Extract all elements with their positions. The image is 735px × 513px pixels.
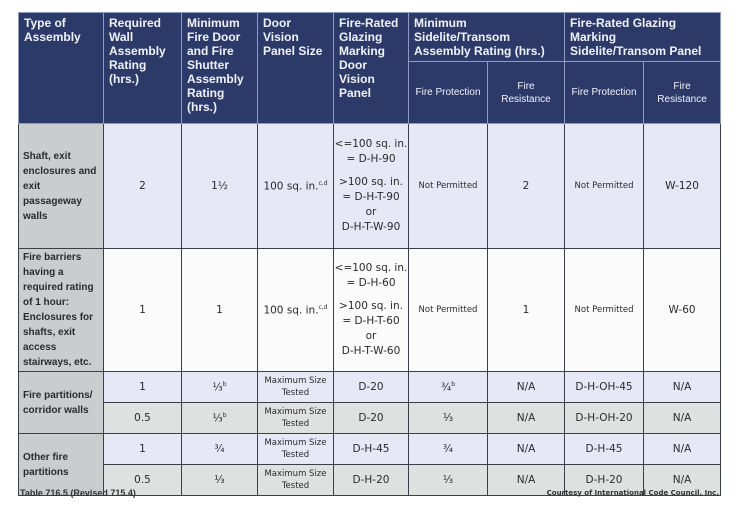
- wall-cell: 1: [103, 371, 182, 403]
- wall-cell: 1: [103, 248, 182, 372]
- marking-fr-cell: W-120: [643, 123, 722, 249]
- subheader-fire-protection: Fire Protection: [408, 61, 488, 124]
- sidelite-fp-cell: ¾: [408, 433, 488, 465]
- vision-cell: Maximum Size Tested: [257, 464, 334, 496]
- table-caption: Table 716.5 (Revised 715.4): [20, 488, 136, 498]
- sidelite-fp-cell: ¾b: [408, 371, 488, 403]
- marking-fr-cell: N/A: [643, 371, 722, 403]
- header-glazing-marking: Fire-Rated Glazing Marking Door Vision P…: [333, 12, 409, 124]
- sidelite-fr-cell: 1: [486, 248, 566, 372]
- door-cell: ⅓b: [181, 371, 258, 403]
- header-sidelite-rating: Minimum Sidelite/Transom Assembly Rating…: [407, 12, 566, 62]
- marking-fp-cell: D-H-20: [564, 464, 645, 496]
- type-cell: Other fire partitions: [18, 433, 104, 496]
- table-row: Shaft, exit enclosures and exit passagew…: [18, 123, 722, 249]
- marking-fr-cell: N/A: [643, 433, 722, 465]
- table-row: Fire barriers having a required rating o…: [18, 248, 722, 372]
- door-cell: 1½: [181, 123, 258, 249]
- sidelite-fr-cell: 2: [486, 123, 566, 249]
- glazing-cell: <=100 sq. in. = D-H-90 >100 sq. in. = D-H-T…: [333, 123, 409, 249]
- marking-fr-cell: N/A: [643, 464, 722, 496]
- marking-fr-cell: W-60: [643, 248, 722, 372]
- wall-cell: 1: [103, 433, 182, 465]
- credit-line: Courtesy of International Code Council, …: [546, 489, 719, 497]
- sidelite-fp-cell: Not Permitted: [408, 248, 488, 372]
- header-type: Type of Assembly: [18, 12, 104, 124]
- sidelite-fp-cell: Not Permitted: [408, 123, 488, 249]
- glazing-cell: D-20: [333, 371, 409, 403]
- vision-cell: 100 sq. in.c,d: [257, 123, 334, 249]
- header-vision-panel: Door Vision Panel Size: [257, 12, 334, 124]
- marking-fp-cell: D-H-OH-20: [564, 402, 645, 434]
- sidelite-fr-cell: N/A: [486, 433, 566, 465]
- sidelite-fr-cell: N/A: [486, 464, 566, 496]
- header-wall-rating: Required Wall Assembly Rating (hrs.): [103, 12, 182, 124]
- door-cell: ⅓b: [181, 402, 258, 434]
- type-cell: Shaft, exit enclosures and exit passagew…: [18, 123, 104, 249]
- wall-cell: 0.5: [103, 402, 182, 434]
- marking-fp-cell: D-H-OH-45: [564, 371, 645, 403]
- wall-cell: 0.5: [103, 464, 182, 496]
- marking-fp-cell: Not Permitted: [564, 123, 645, 249]
- vision-cell: Maximum Size Tested: [257, 433, 334, 465]
- fire-rating-table: Type of Assembly Required Wall Assembly …: [18, 12, 722, 496]
- glazing-cell: <=100 sq. in. = D-H-60 >100 sq. in. = D-H-T…: [333, 248, 409, 372]
- subheader-fire-resistance: Fire Resistance: [643, 61, 722, 124]
- table-row: 0.5 ⅓b Maximum Size Tested D-20 ⅓ N/A D-…: [19, 402, 722, 434]
- type-cell: Fire partitions/ corridor walls: [18, 371, 104, 434]
- glazing-cell: D-H-45: [333, 433, 409, 465]
- subheader-fire-protection: Fire Protection: [564, 61, 645, 124]
- glazing-cell: D-H-20: [333, 464, 409, 496]
- sidelite-fp-cell: ⅓: [408, 402, 488, 434]
- door-cell: ¾: [181, 433, 258, 465]
- sidelite-fr-cell: N/A: [486, 402, 566, 434]
- marking-fp-cell: Not Permitted: [564, 248, 645, 372]
- marking-fr-cell: N/A: [643, 402, 722, 434]
- vision-cell: Maximum Size Tested: [257, 402, 334, 434]
- header-door-rating: Minimum Fire Door and Fire Shutter Assem…: [181, 12, 258, 124]
- door-cell: ⅓: [181, 464, 258, 496]
- vision-cell: 100 sq. in.c,d: [257, 248, 334, 372]
- table-row: Other fire partitions 1 ¾ Maximum Size T…: [18, 433, 722, 496]
- glazing-cell: D-20: [333, 402, 409, 434]
- door-cell: 1: [181, 248, 258, 372]
- table-row: Fire partitions/ corridor walls 1 ⅓b Max…: [18, 371, 722, 434]
- type-cell: Fire barriers having a required rating o…: [18, 248, 104, 372]
- subheader-fire-resistance: Fire Resistance: [486, 61, 566, 124]
- marking-fp-cell: D-H-45: [564, 433, 645, 465]
- vision-cell: Maximum Size Tested: [257, 371, 334, 403]
- wall-cell: 2: [103, 123, 182, 249]
- header-sidelite-marking: Fire-Rated Glazing Marking Sidelite/Tran…: [564, 12, 722, 62]
- sidelite-fr-cell: N/A: [486, 371, 566, 403]
- sidelite-fp-cell: ⅓: [408, 464, 488, 496]
- table-row: 0.5 ⅓ Maximum Size Tested D-H-20 ⅓ N/A D…: [19, 464, 722, 496]
